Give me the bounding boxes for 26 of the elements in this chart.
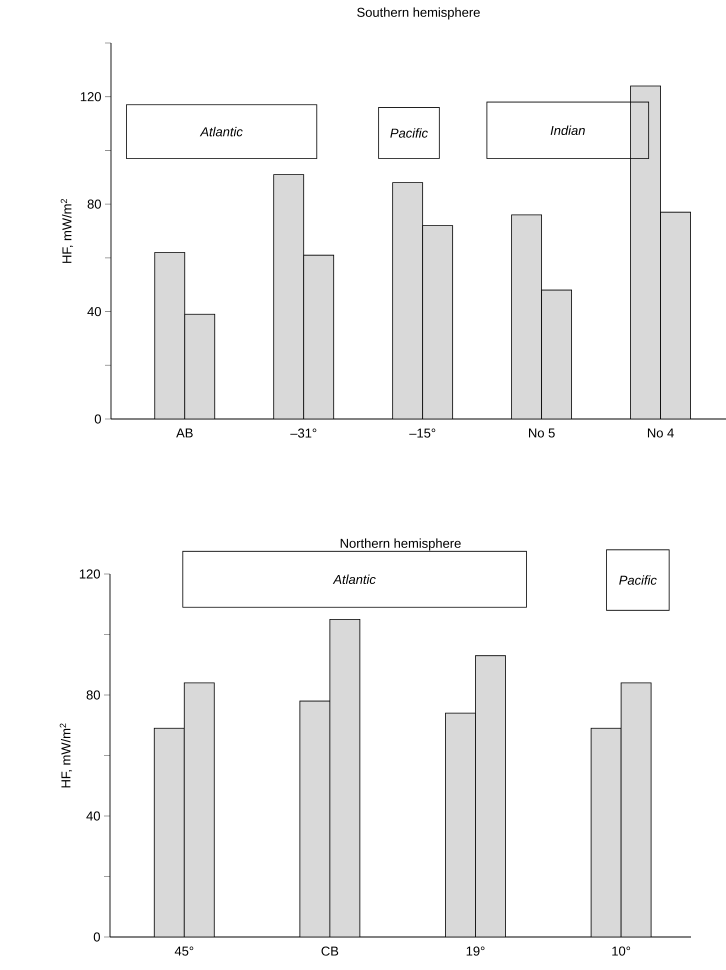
- annotation: Indian: [550, 126, 585, 136]
- x-tick-label: No 4: [648, 428, 674, 438]
- x-tick-label: 19°: [466, 946, 484, 956]
- y-tick-label: 120: [80, 92, 101, 102]
- y-tick-label: 40: [86, 811, 100, 821]
- x-tick-label: AB: [176, 428, 192, 438]
- y-axis-title: HF, mW/m$^{2}$: [60, 198, 73, 263]
- y-axis-title: HF, mW/m$^{2}$: [59, 723, 72, 788]
- x-tick-label: 45°: [174, 946, 194, 956]
- annotation: Pacific: [390, 128, 428, 138]
- chart-title: Northern hemisphere: [340, 538, 460, 550]
- annotation: Atlantic: [332, 574, 376, 584]
- y-tick-label: 80: [87, 200, 101, 209]
- x-tick-label: 10°: [612, 946, 630, 956]
- y-tick-label: 80: [86, 690, 100, 700]
- y-tick-label: 0: [94, 414, 101, 424]
- x-tick-label: CB: [321, 946, 338, 956]
- y-tick-label: 40: [87, 306, 101, 316]
- annotation: Pacific: [618, 575, 657, 585]
- chart-title: Southern hemisphere: [356, 7, 480, 20]
- x-tick-label: –31°: [290, 428, 316, 438]
- x-tick-label: No 5: [528, 428, 555, 438]
- x-tick-label: –15°: [409, 428, 436, 438]
- annotation: Atlantic: [200, 126, 242, 136]
- y-tick-label: 0: [94, 932, 100, 942]
- y-tick-label: 120: [80, 569, 100, 579]
